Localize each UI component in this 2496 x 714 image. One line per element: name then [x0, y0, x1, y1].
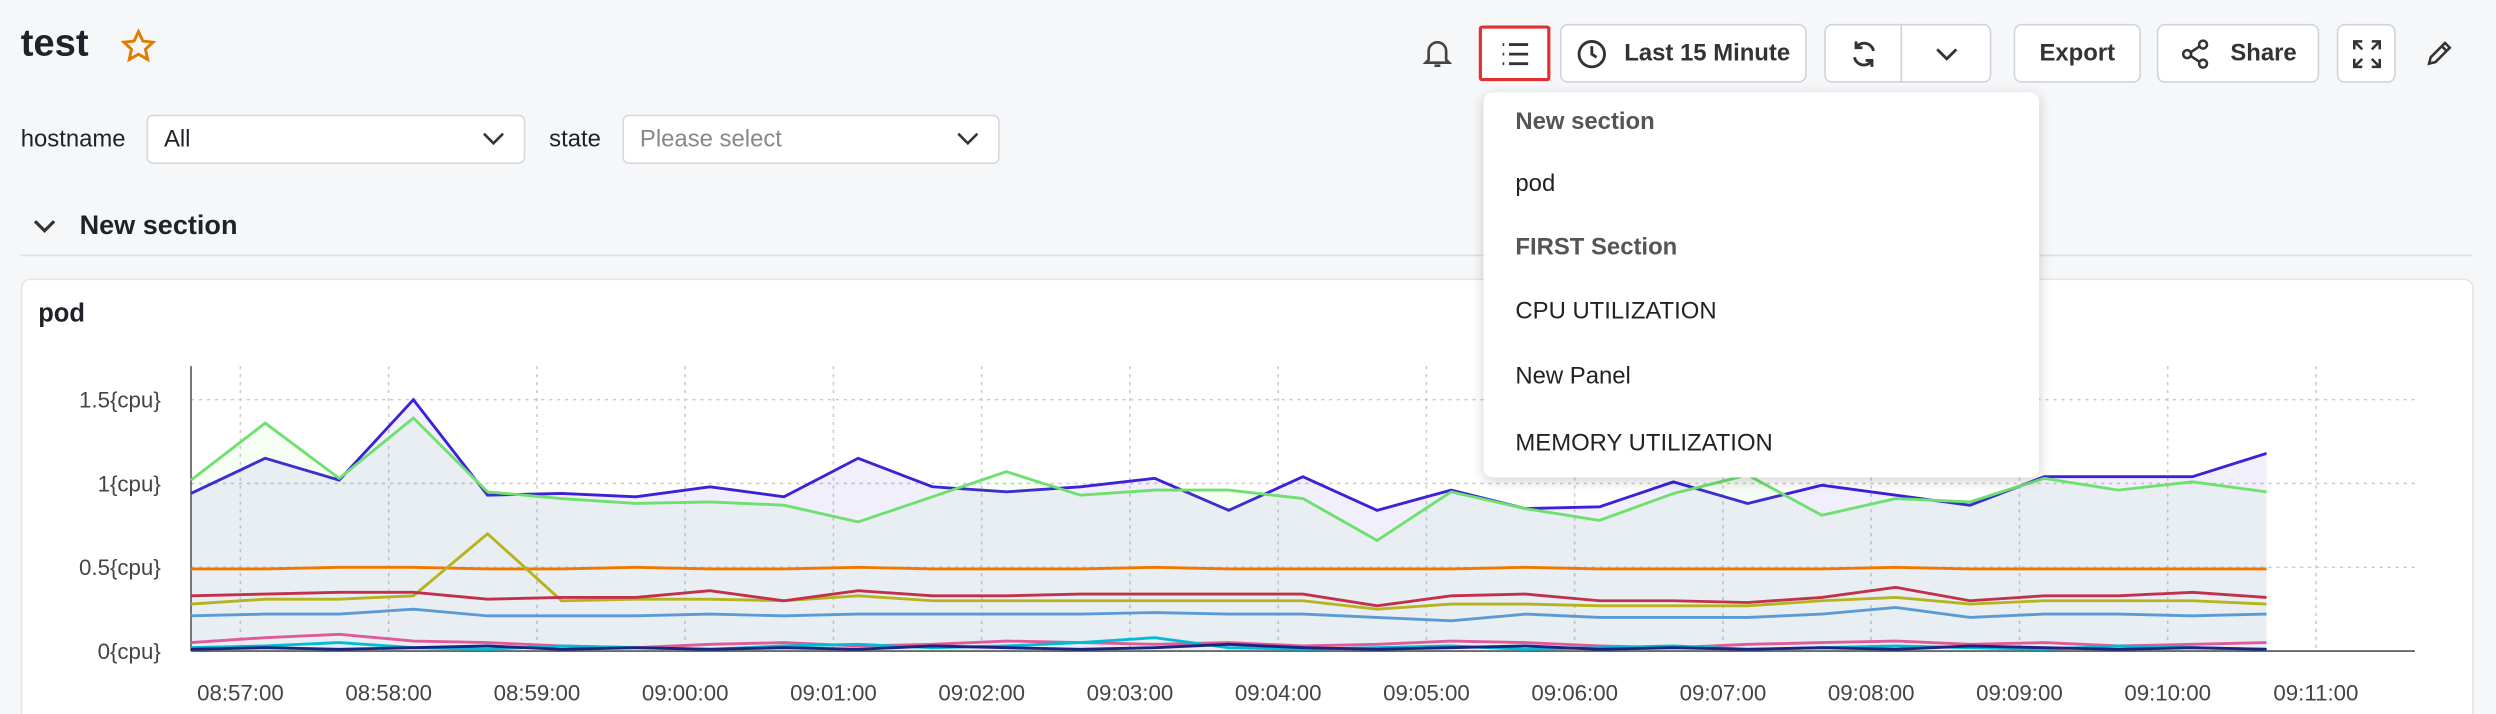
- menu-item[interactable]: pod: [1515, 170, 1556, 198]
- area: [191, 399, 2267, 652]
- x-tick-label: 08:59:00: [494, 680, 581, 705]
- series-line: [191, 565, 2267, 571]
- section-title: New section: [79, 210, 238, 241]
- collapse-icon[interactable]: [32, 216, 57, 235]
- x-tick-label: 09:09:00: [1976, 680, 2063, 705]
- share-label: Share: [2230, 39, 2297, 67]
- time-range-label: Last 15 Minute: [1624, 39, 1791, 67]
- filter-label: state: [549, 125, 601, 153]
- share-button[interactable]: Share: [2156, 23, 2320, 83]
- y-tick-label: 1{cpu}: [98, 471, 162, 496]
- filter-value: All: [163, 125, 191, 153]
- series-line: [190, 632, 2267, 650]
- refresh-dropdown[interactable]: [1900, 23, 1992, 83]
- x-tick-label: 09:08:00: [1828, 680, 1915, 705]
- menu-item[interactable]: CPU UTILIZATION: [1515, 297, 1717, 325]
- dashboard-title: test: [20, 22, 89, 66]
- fullscreen-button[interactable]: [2336, 23, 2396, 83]
- x-tick-label: 09:05:00: [1383, 680, 1470, 705]
- x-tick-label: 09:00:00: [642, 680, 729, 705]
- series-line: [190, 605, 2267, 623]
- y-tick-label: 0.5{cpu}: [79, 555, 161, 580]
- refresh-button[interactable]: [1824, 23, 1903, 83]
- bell-icon[interactable]: [1420, 35, 1455, 70]
- x-tick-label: 09:03:00: [1087, 680, 1174, 705]
- menu-heading[interactable]: New section: [1515, 108, 1655, 136]
- x-tick-label: 09:10:00: [2124, 680, 2211, 705]
- export-button[interactable]: Export: [2013, 23, 2141, 83]
- x-tick-label: 09:01:00: [790, 680, 877, 705]
- section-divider: [20, 254, 2473, 257]
- series-line: [190, 642, 2267, 651]
- filter-select[interactable]: Please select: [622, 114, 1000, 164]
- star-icon[interactable]: [120, 28, 156, 64]
- menu-item[interactable]: MEMORY UTILIZATION: [1515, 429, 1773, 457]
- series-line: [190, 531, 2267, 611]
- filter-placeholder: Please select: [639, 125, 782, 153]
- x-tick-label: 09:02:00: [938, 680, 1025, 705]
- x-tick-label: 09:11:00: [2273, 680, 2358, 705]
- x-tick-label: 08:57:00: [197, 680, 284, 705]
- series-line: [190, 416, 2267, 543]
- y-tick-label: 0{cpu}: [98, 639, 162, 664]
- panel-title: pod: [38, 300, 85, 328]
- outline-button[interactable]: [1478, 25, 1551, 82]
- y-tick-label: 1.5{cpu}: [79, 388, 161, 413]
- menu-heading[interactable]: FIRST Section: [1515, 233, 1678, 262]
- outline-menu: New section pod FIRST Section CPU UTILIZATI…: [1483, 92, 2040, 478]
- x-tick-label: 08:58:00: [345, 680, 432, 705]
- filter-label: hostname: [20, 125, 126, 153]
- series-line: [190, 585, 2267, 608]
- x-tick-label: 09:07:00: [1680, 680, 1767, 705]
- edit-icon[interactable]: [2424, 37, 2456, 69]
- menu-item[interactable]: New Panel: [1515, 362, 1631, 390]
- filter-select[interactable]: All: [146, 114, 526, 164]
- x-tick-label: 09:06:00: [1531, 680, 1618, 705]
- x-tick-label: 09:04:00: [1235, 680, 1322, 705]
- time-range-button[interactable]: Last 15 Minute: [1559, 23, 1807, 83]
